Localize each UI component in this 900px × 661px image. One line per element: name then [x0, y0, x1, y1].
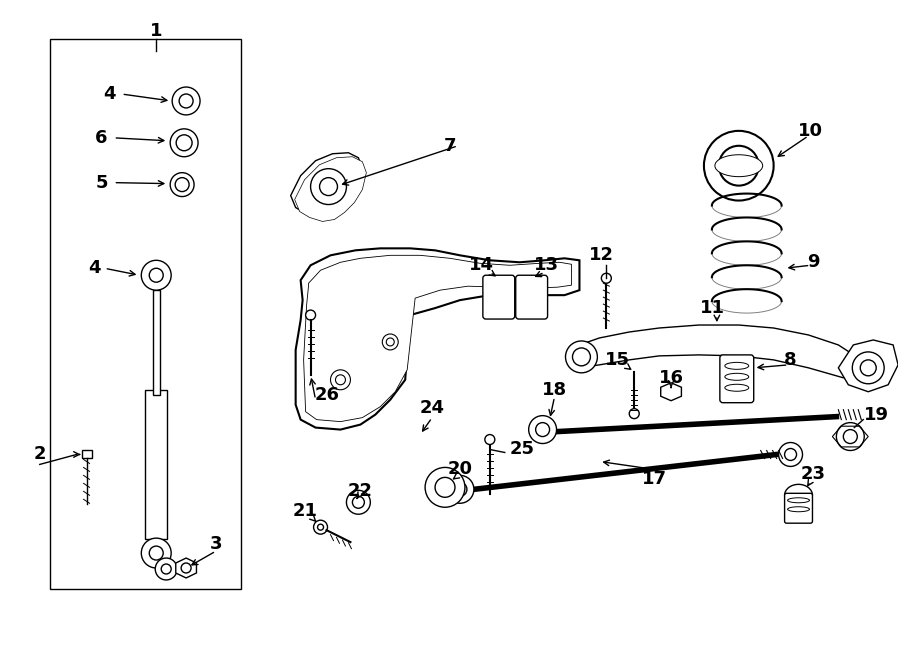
Circle shape: [860, 360, 877, 376]
Text: 4: 4: [104, 85, 116, 103]
Polygon shape: [294, 157, 366, 221]
Bar: [145, 390, 167, 539]
Text: 24: 24: [419, 399, 445, 416]
Circle shape: [141, 260, 171, 290]
Circle shape: [572, 348, 590, 366]
Circle shape: [313, 520, 328, 534]
Text: 12: 12: [589, 247, 614, 264]
Circle shape: [141, 538, 171, 568]
Circle shape: [346, 490, 370, 514]
Circle shape: [176, 178, 189, 192]
Circle shape: [601, 273, 611, 283]
Circle shape: [666, 387, 676, 397]
Ellipse shape: [788, 507, 809, 512]
Circle shape: [149, 546, 163, 560]
Circle shape: [336, 375, 346, 385]
Circle shape: [565, 341, 598, 373]
Text: 5: 5: [95, 174, 108, 192]
Circle shape: [485, 434, 495, 444]
Ellipse shape: [724, 362, 749, 369]
Polygon shape: [580, 325, 860, 378]
Text: 26: 26: [315, 386, 340, 404]
Bar: [82, 451, 92, 459]
Circle shape: [306, 310, 316, 320]
Circle shape: [446, 475, 474, 503]
Circle shape: [526, 288, 536, 298]
Bar: [50, 39, 241, 589]
Circle shape: [170, 129, 198, 157]
Circle shape: [425, 467, 465, 507]
FancyBboxPatch shape: [785, 493, 813, 524]
Text: 10: 10: [798, 122, 823, 140]
Bar: [153, 290, 160, 395]
Circle shape: [176, 135, 192, 151]
Text: 23: 23: [801, 465, 826, 483]
Text: 17: 17: [642, 471, 667, 488]
Text: 18: 18: [542, 381, 567, 399]
Circle shape: [149, 268, 163, 282]
Text: 6: 6: [95, 129, 108, 147]
Circle shape: [453, 483, 467, 496]
Circle shape: [382, 334, 398, 350]
Text: 20: 20: [447, 461, 473, 479]
Text: 7: 7: [444, 137, 456, 155]
Circle shape: [785, 449, 796, 461]
Circle shape: [172, 87, 200, 115]
Circle shape: [181, 563, 191, 573]
Circle shape: [435, 477, 455, 497]
Circle shape: [161, 564, 171, 574]
Polygon shape: [661, 383, 681, 401]
FancyBboxPatch shape: [516, 275, 547, 319]
Circle shape: [318, 524, 323, 530]
Text: 9: 9: [807, 253, 820, 271]
Circle shape: [353, 496, 364, 508]
Circle shape: [310, 169, 346, 204]
Circle shape: [489, 283, 508, 303]
Polygon shape: [291, 153, 363, 217]
Circle shape: [320, 178, 338, 196]
Circle shape: [494, 288, 504, 298]
Circle shape: [852, 352, 884, 384]
Bar: [785, 495, 813, 515]
FancyBboxPatch shape: [720, 355, 753, 403]
Circle shape: [330, 370, 350, 390]
Text: 21: 21: [293, 502, 318, 520]
Ellipse shape: [724, 384, 749, 391]
Text: 14: 14: [470, 256, 494, 274]
Ellipse shape: [724, 373, 749, 380]
Circle shape: [836, 422, 864, 451]
Circle shape: [522, 283, 542, 303]
Circle shape: [704, 131, 774, 200]
Text: 19: 19: [864, 406, 888, 424]
Circle shape: [843, 430, 858, 444]
Polygon shape: [839, 340, 898, 392]
Text: 11: 11: [700, 299, 725, 317]
Text: 8: 8: [784, 351, 796, 369]
Text: 1: 1: [150, 22, 163, 40]
FancyBboxPatch shape: [483, 275, 515, 319]
Circle shape: [629, 408, 639, 418]
Text: 3: 3: [210, 535, 222, 553]
Circle shape: [719, 146, 759, 186]
Ellipse shape: [715, 155, 762, 176]
Text: 13: 13: [534, 256, 559, 274]
Polygon shape: [296, 249, 580, 430]
Text: 15: 15: [605, 351, 630, 369]
Circle shape: [528, 416, 556, 444]
Text: 16: 16: [659, 369, 684, 387]
Circle shape: [155, 558, 177, 580]
Text: 2: 2: [33, 446, 46, 463]
Circle shape: [179, 94, 194, 108]
Circle shape: [386, 338, 394, 346]
Circle shape: [778, 442, 803, 467]
Circle shape: [536, 422, 550, 436]
Ellipse shape: [788, 498, 809, 503]
Circle shape: [170, 173, 194, 196]
Text: 22: 22: [348, 483, 373, 500]
Polygon shape: [176, 558, 196, 578]
Text: 25: 25: [509, 440, 535, 459]
Text: 4: 4: [88, 259, 101, 277]
Polygon shape: [303, 255, 572, 422]
